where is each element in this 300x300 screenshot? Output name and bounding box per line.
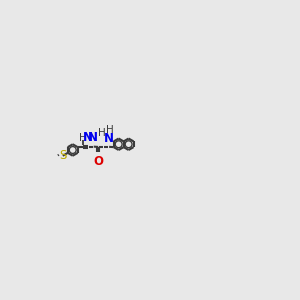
Text: S: S	[59, 149, 67, 162]
Text: N: N	[83, 131, 93, 144]
Text: N: N	[103, 131, 114, 145]
Text: O: O	[93, 155, 103, 168]
Text: H: H	[106, 125, 113, 135]
Text: H: H	[79, 133, 87, 143]
Text: H: H	[98, 128, 106, 138]
Text: N: N	[88, 131, 98, 144]
